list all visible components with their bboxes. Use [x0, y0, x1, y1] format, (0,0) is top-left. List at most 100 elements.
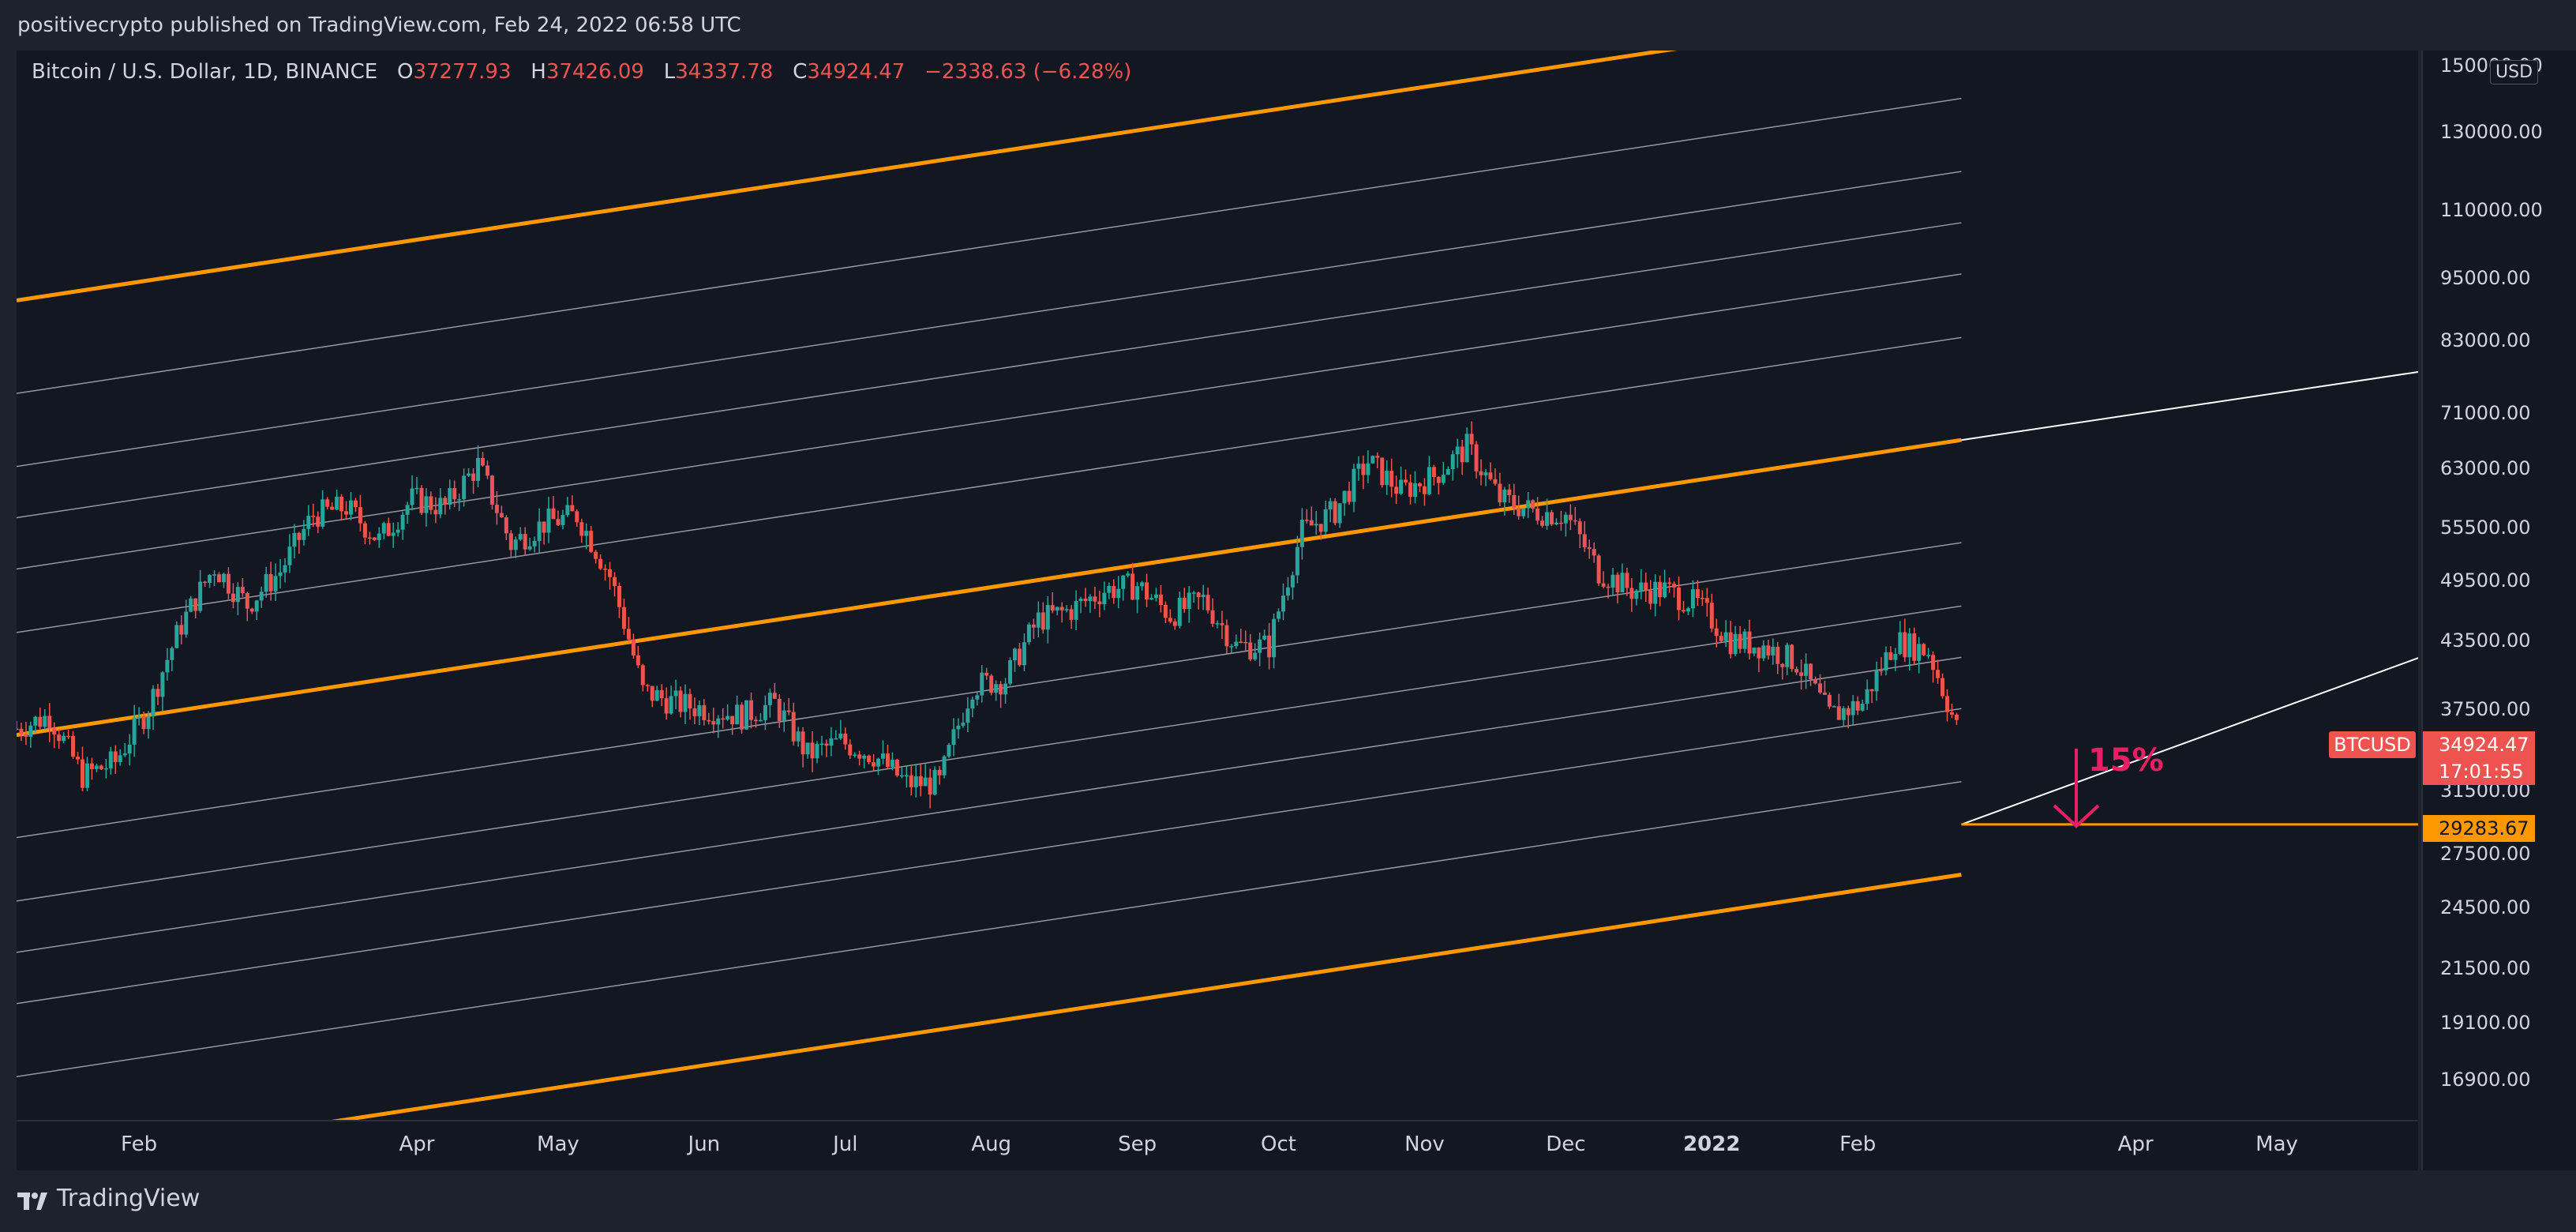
candle-body: [297, 532, 302, 540]
candle-body: [890, 759, 894, 768]
candle-body: [1422, 486, 1427, 494]
candle-body: [1512, 495, 1517, 509]
candle-body: [688, 693, 692, 709]
candle-body: [1926, 655, 1931, 656]
candle-body: [999, 684, 1003, 695]
candle-body: [1610, 574, 1615, 588]
candle-body: [1323, 509, 1328, 532]
candle-body: [1318, 524, 1323, 532]
candle-body: [122, 753, 127, 756]
price-tick: 49500.00: [2440, 569, 2531, 592]
candle-body: [405, 505, 410, 515]
channel-lower-line: [331, 873, 1962, 1120]
candle-body: [1187, 592, 1191, 610]
candle-body: [918, 776, 923, 787]
candle-body: [1738, 633, 1742, 649]
candle-body: [937, 769, 942, 776]
chart-canvas[interactable]: [17, 51, 2418, 1120]
candle-body: [1337, 503, 1342, 524]
candle-body: [457, 499, 462, 501]
candle-body: [1658, 581, 1663, 598]
candle-body: [1347, 490, 1352, 502]
candle-body: [1507, 489, 1512, 496]
candle-body: [47, 716, 52, 729]
candle-body: [1841, 708, 1846, 720]
candle-body: [1158, 594, 1163, 605]
candle-body: [678, 690, 683, 712]
channel-grid-line: [17, 171, 1962, 468]
candle-body: [1281, 595, 1286, 612]
candle-body: [1413, 483, 1418, 498]
candle-body: [302, 528, 306, 540]
candle-body: [113, 751, 118, 762]
candle-body: [316, 516, 321, 527]
candle-body: [1215, 623, 1220, 625]
candle-body: [249, 608, 254, 612]
candle-body: [1309, 520, 1314, 526]
candle-body: [1577, 521, 1582, 535]
candle-body: [1149, 598, 1153, 600]
candle-body: [1243, 641, 1248, 644]
candle-body: [1479, 471, 1483, 475]
candle-body: [1682, 610, 1686, 612]
candle-body: [876, 758, 881, 767]
open-label: O: [396, 60, 414, 84]
candle-body: [1836, 706, 1841, 720]
candle-body: [1644, 582, 1648, 591]
chart-area[interactable]: [17, 51, 2418, 1120]
candle-body: [476, 457, 481, 481]
price-axis[interactable]: 150000.00130000.00110000.0095000.0083000…: [2421, 51, 2576, 1170]
candle-body: [1427, 467, 1431, 494]
price-tick: 83000.00: [2440, 329, 2531, 352]
candle-body: [1131, 573, 1135, 600]
candle-body: [1790, 644, 1794, 670]
candle-body: [570, 505, 575, 512]
candle-body: [137, 716, 141, 718]
candle-body: [89, 763, 94, 769]
candle-body: [1775, 647, 1780, 664]
candle-body: [151, 689, 156, 717]
candle-body: [518, 534, 523, 540]
open-value: 37277.93: [413, 60, 512, 84]
candle-body: [198, 581, 203, 611]
candle-body: [429, 496, 433, 510]
time-tick: Apr: [2117, 1132, 2154, 1156]
candle-body: [584, 531, 589, 536]
candle-body: [1431, 467, 1436, 478]
candle-body: [127, 744, 132, 753]
candle-body: [1050, 605, 1055, 611]
candle-body: [1055, 607, 1059, 611]
candle-body: [1922, 644, 1926, 655]
candle-body: [1582, 534, 1587, 547]
candle-body: [721, 718, 726, 720]
candle-body: [1285, 587, 1290, 596]
candle-body: [1704, 598, 1709, 603]
candle-body: [1549, 512, 1554, 525]
candle-body: [358, 507, 362, 524]
candle-body: [947, 745, 951, 757]
candle-body: [1366, 463, 1370, 475]
time-axis[interactable]: Feb Apr May Jun Jul Aug Sep Oct Nov Dec 2022 Feb Apr…: [17, 1120, 2418, 1172]
candle-body: [594, 551, 598, 559]
candle-body: [103, 768, 108, 770]
arrow-head-icon: [2053, 804, 2100, 828]
candle-body: [819, 743, 824, 746]
channel-grid-line: [17, 336, 1962, 633]
candle-body: [1258, 639, 1262, 653]
candle-body: [1742, 631, 1747, 649]
candle-body: [716, 718, 721, 725]
candle-body: [1931, 655, 1936, 670]
candle-body: [1945, 696, 1950, 712]
candle-body: [38, 716, 43, 727]
candle-body: [589, 531, 594, 552]
candle-body: [1809, 663, 1813, 680]
candle-body: [899, 775, 904, 777]
candle-body: [617, 586, 621, 607]
candle-body: [1206, 595, 1210, 610]
currency-badge[interactable]: USD: [2490, 60, 2539, 85]
candle-body: [1663, 582, 1667, 598]
candle-body: [1168, 618, 1172, 622]
footer: TradingView: [0, 1170, 2576, 1232]
candle-body: [556, 519, 561, 525]
candle-body: [1469, 434, 1474, 445]
